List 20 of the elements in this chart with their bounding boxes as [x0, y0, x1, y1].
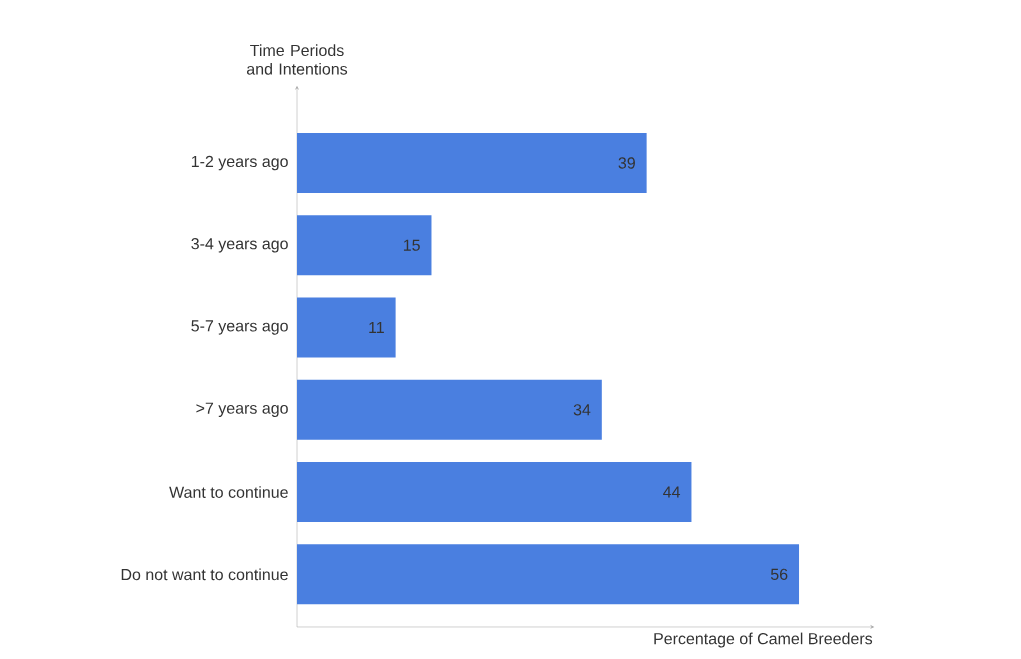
y-tick-label: 5-7 years ago [191, 320, 288, 335]
y-tick-label: 3-4 years ago [191, 238, 288, 253]
data-label: 44 [663, 486, 681, 498]
bar [297, 544, 800, 605]
data-label: 56 [770, 568, 788, 580]
y-tick-label: Do not want to continue [121, 568, 288, 581]
data-label: 39 [618, 157, 635, 169]
bar [297, 215, 432, 276]
data-label: 11 [369, 322, 384, 334]
y-tick-label: 1-2 years ago [191, 155, 288, 171]
y-tick-label: Want to continue [169, 486, 288, 498]
x-axis-title: Percentage of Camel Breeders [654, 632, 873, 648]
data-label: 15 [403, 239, 420, 251]
bar [297, 132, 647, 194]
data-label: 34 [573, 404, 591, 416]
y-tick-label: >7 years ago [196, 402, 288, 417]
bar [297, 297, 396, 358]
y-axis-title: Time Periods and Intentions [246, 44, 348, 75]
bar [297, 462, 692, 523]
bar [297, 379, 602, 440]
